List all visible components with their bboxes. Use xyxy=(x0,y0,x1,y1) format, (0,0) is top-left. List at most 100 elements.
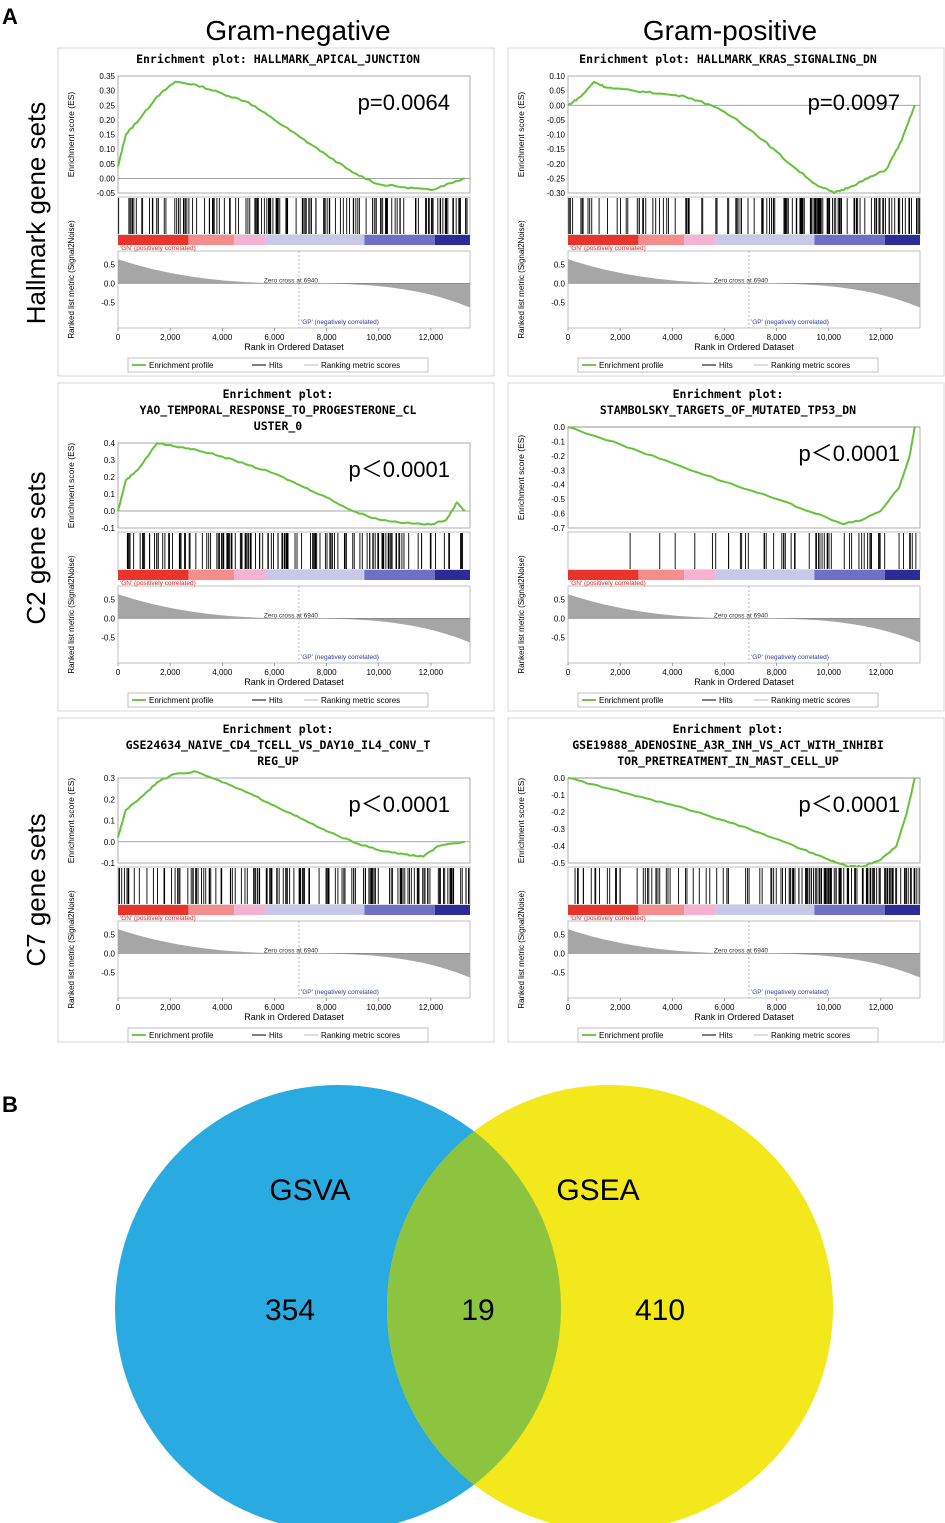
enrichment-profile-line xyxy=(567,80,916,195)
rank-color-segment xyxy=(265,235,365,245)
es-y-tick-label: -0.05 xyxy=(97,189,116,198)
venn-count-gsea-only: 410 xyxy=(635,1294,685,1327)
x-tick-label: 2,000 xyxy=(610,668,631,677)
negative-correlated-label: 'GP' (negatively correlated) xyxy=(751,319,829,326)
x-tick-label: 12,000 xyxy=(419,668,444,677)
venn-label-gsva: GSVA xyxy=(269,1174,350,1207)
es-axis-label: Enrichment score (ES) xyxy=(516,92,526,178)
legend-label: Ranking metric scores xyxy=(771,361,850,370)
legend-label: Enrichment profile xyxy=(149,361,214,370)
es-y-tick-label: 0.1 xyxy=(104,490,116,499)
x-tick-label: 6,000 xyxy=(264,1003,285,1012)
rank-color-segment xyxy=(434,570,470,580)
rank-color-segment xyxy=(638,905,685,915)
metric-y-tick-label: 0.5 xyxy=(104,595,116,604)
es-axis-label: Enrichment score (ES) xyxy=(516,778,526,864)
hits-group xyxy=(126,533,464,569)
rank-color-segment xyxy=(715,570,815,580)
es-axis-label: Enrichment score (ES) xyxy=(66,92,76,178)
es-y-tick-label: 0.10 xyxy=(99,145,115,154)
negative-correlated-label: 'GP' (negatively correlated) xyxy=(301,989,379,996)
x-tick-label: 4,000 xyxy=(662,1003,683,1012)
x-tick-label: 10,000 xyxy=(817,1003,842,1012)
metric-y-tick-label: 0.5 xyxy=(554,260,566,269)
metric-y-tick-label: -0.5 xyxy=(101,633,115,642)
row-label-c7: C7 gene sets xyxy=(21,813,51,966)
x-tick-label: 12,000 xyxy=(869,333,894,342)
es-y-tick-label: -0.4 xyxy=(551,481,565,490)
metric-axis-label: Ranked list metric (Signal2Noise) xyxy=(67,890,76,1009)
legend-box xyxy=(577,692,879,708)
x-tick-label: 8,000 xyxy=(317,333,338,342)
legend-label: Hits xyxy=(719,361,733,370)
metric-axis-label: Ranked list metric (Signal2Noise) xyxy=(517,220,526,339)
es-y-tick-label: 0.00 xyxy=(549,101,565,110)
legend-label: Enrichment profile xyxy=(599,696,664,705)
enrichment-profile-line xyxy=(117,441,466,526)
x-tick-label: 4,000 xyxy=(662,333,683,342)
es-y-tick-label: 0.05 xyxy=(549,87,565,96)
positive-correlated-label: 'GN' (positively correlated) xyxy=(570,245,646,252)
metric-y-tick-label: 0.0 xyxy=(104,949,116,958)
metric-axis-label: Ranked list metric (Signal2Noise) xyxy=(67,220,76,339)
x-tick-label: 8,000 xyxy=(317,1003,338,1012)
es-y-tick-label: 0.0 xyxy=(104,507,116,516)
x-tick-label: 12,000 xyxy=(419,333,444,342)
es-y-tick-label: 0.0 xyxy=(554,423,566,432)
rank-color-segment xyxy=(265,570,365,580)
metric-y-tick-label: -0.5 xyxy=(101,298,115,307)
panel-title-line: Enrichment plot: xyxy=(673,722,784,736)
negative-correlated-label: 'GP' (negatively correlated) xyxy=(751,654,829,661)
es-plot-frame xyxy=(117,442,471,529)
legend-label: Enrichment profile xyxy=(149,696,214,705)
legend-label: Ranking metric scores xyxy=(321,1031,400,1040)
gsea-panel-0: Enrichment plot: HALLMARK_APICAL_JUNCTIO… xyxy=(57,47,495,377)
x-tick-label: 6,000 xyxy=(264,668,285,677)
metric-y-tick-label: 0.0 xyxy=(104,614,116,623)
metric-axis-label: Ranked list metric (Signal2Noise) xyxy=(517,890,526,1009)
es-y-tick-label: 0.30 xyxy=(99,87,115,96)
x-tick-label: 6,000 xyxy=(714,668,735,677)
es-y-tick-label: 0.3 xyxy=(104,456,116,465)
p-value-label: p＜0.0001 xyxy=(798,441,900,466)
rank-color-segment xyxy=(118,235,189,245)
panel-title-line: Enrichment plot: xyxy=(673,387,784,401)
negative-correlated-label: 'GP' (negatively correlated) xyxy=(301,654,379,661)
x-tick-label: 6,000 xyxy=(714,1003,735,1012)
panel-title-line: YAO_TEMPORAL_RESPONSE_TO_PROGESTERONE_CL xyxy=(140,403,417,418)
metric-y-tick-label: 0.5 xyxy=(104,260,116,269)
rank-color-segment xyxy=(434,235,470,245)
rank-color-segment xyxy=(715,235,815,245)
legend-label: Ranking metric scores xyxy=(771,1031,850,1040)
panel-title-line: STAMBOLSKY_TARGETS_OF_MUTATED_TP53_DN xyxy=(600,403,856,418)
gsea-panel-1: Enrichment plot: HALLMARK_KRAS_SIGNALING… xyxy=(507,47,945,377)
x-axis-label: Rank in Ordered Dataset xyxy=(694,677,794,687)
panel-title-line: Enrichment plot: xyxy=(223,722,334,736)
legend-label: Enrichment profile xyxy=(599,1031,664,1040)
metric-y-tick-label: 0.0 xyxy=(554,614,566,623)
es-y-tick-label: -0.3 xyxy=(551,825,565,834)
rank-color-segment xyxy=(234,905,266,915)
x-tick-label: 6,000 xyxy=(714,333,735,342)
x-tick-label: 10,000 xyxy=(817,668,842,677)
x-tick-label: 2,000 xyxy=(160,333,181,342)
enrichment-profile-line xyxy=(567,777,916,869)
p-value-label: p＜0.0001 xyxy=(348,792,450,817)
es-axis-label: Enrichment score (ES) xyxy=(66,443,76,529)
es-plot-frame xyxy=(117,75,471,194)
metric-y-tick-label: -0.5 xyxy=(551,633,565,642)
panel-title-line: GSE19888_ADENOSINE_A3R_INH_VS_ACT_WITH_I… xyxy=(572,738,884,753)
positive-correlated-label: 'GN' (positively correlated) xyxy=(120,915,196,922)
metric-axis-label: Ranked list metric (Signal2Noise) xyxy=(517,555,526,674)
hits-frame xyxy=(117,531,471,571)
legend-label: Hits xyxy=(269,1031,283,1040)
p-value-label: p＜0.0001 xyxy=(348,457,450,482)
rank-color-segment xyxy=(188,235,235,245)
rank-color-segment xyxy=(118,570,189,580)
panel-b-label: B xyxy=(2,1092,18,1117)
venn-overlap xyxy=(387,1131,562,1485)
es-y-tick-label: 0.3 xyxy=(104,774,116,783)
panel-title-line: USTER_0 xyxy=(254,419,303,434)
enrichment-profile-line xyxy=(117,770,465,858)
legend-box xyxy=(127,692,429,708)
